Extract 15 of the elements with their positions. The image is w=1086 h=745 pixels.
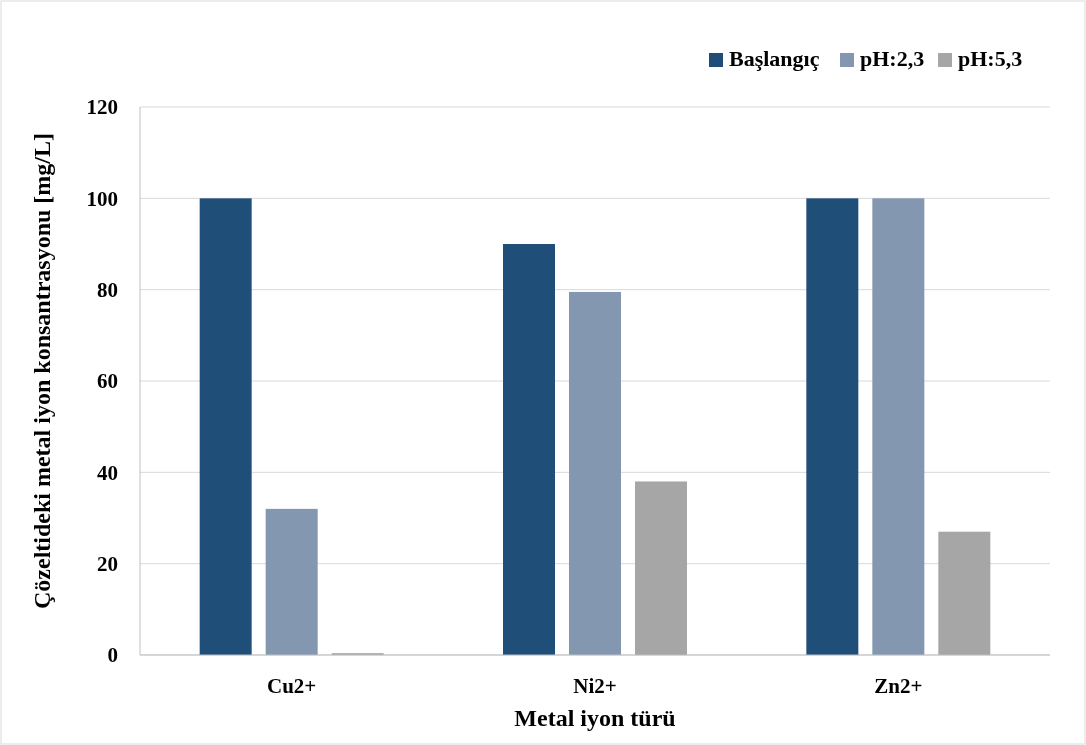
y-tick-label: 20: [97, 552, 118, 577]
legend-label: pH:5,3: [958, 46, 1023, 71]
legend-label: Başlangıç: [729, 46, 820, 71]
y-axis-title: Çözeltideki metal iyon konsantrasyonu [mg/L]: [29, 132, 55, 610]
legend-label: pH:2,3: [860, 46, 925, 71]
y-tick-label: 0: [107, 643, 118, 668]
x-tick-label: Ni2+: [573, 674, 617, 698]
y-tick-label: 100: [86, 186, 118, 211]
x-tick-label: Zn2+: [874, 674, 923, 698]
y-tick-label: 80: [97, 278, 118, 303]
y-tick-label: 40: [97, 460, 118, 485]
x-axis-title: Metal iyon türü: [514, 705, 676, 731]
x-tick-label: Cu2+: [267, 674, 317, 698]
y-tick-label: 120: [86, 95, 118, 120]
y-tick-label: 60: [97, 369, 118, 394]
